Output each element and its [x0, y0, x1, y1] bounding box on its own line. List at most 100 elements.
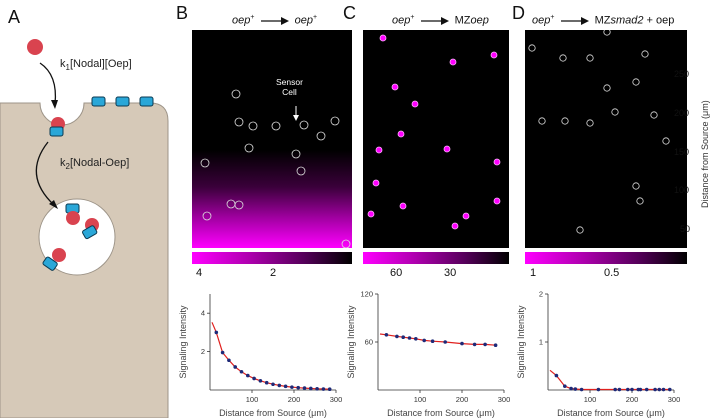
data-point — [327, 387, 332, 392]
x-tick-label: 200 — [626, 395, 639, 404]
panel-label-b: B — [176, 3, 189, 23]
data-point — [579, 387, 584, 392]
y-axis-label: Signaling Intensity — [346, 305, 356, 379]
panel-c-title: oep+ MZoep — [392, 14, 489, 27]
x-axis-label: Distance from Source (μm) — [387, 408, 495, 418]
data-point — [573, 387, 578, 391]
cell-marker — [411, 100, 419, 108]
nodal-ligand — [52, 248, 66, 262]
panel-d-title: oep+ MZsmad2 + oep — [532, 14, 675, 27]
cell-marker — [603, 84, 611, 92]
data-point — [252, 376, 256, 381]
x-tick-label: 300 — [668, 395, 681, 404]
oep-receptor — [139, 96, 154, 107]
right-axis-tick: 100 — [674, 185, 690, 195]
cell-marker — [248, 121, 258, 131]
data-point — [617, 387, 622, 392]
intensity-chart-c: 100 200 300 60 120 Distance from Source (μm) S… — [346, 290, 510, 418]
cell-marker — [296, 166, 306, 176]
y-axis-label: Signaling Intensity — [516, 305, 526, 379]
data-point — [493, 343, 498, 347]
cell-marker — [490, 51, 498, 59]
data-point — [657, 387, 662, 392]
oep-receptor — [115, 96, 130, 107]
y-tick-label: 120 — [360, 290, 373, 299]
data-point — [302, 386, 307, 390]
cell-marker — [375, 146, 383, 154]
data-point — [283, 384, 288, 389]
data-point — [315, 387, 319, 391]
data-point — [430, 339, 435, 343]
right-axis-label: Distance from Source (μm) — [700, 100, 710, 208]
cell-marker — [234, 200, 244, 210]
cell-marker — [226, 199, 236, 209]
cell-marker — [561, 117, 569, 125]
data-point — [668, 387, 672, 392]
panel-label-a: A — [8, 7, 21, 27]
data-point — [613, 387, 617, 392]
cell-marker — [586, 119, 594, 127]
data-point — [239, 369, 244, 374]
cell-marker — [271, 121, 281, 131]
cell-marker — [316, 131, 326, 141]
data-point — [246, 373, 250, 378]
data-point — [563, 384, 567, 388]
cell-marker — [493, 158, 501, 166]
data-point — [271, 382, 275, 387]
panel-label-c: C — [343, 3, 356, 23]
sensor-cell-label: Sensor Cell — [276, 77, 303, 97]
data-point — [309, 386, 313, 391]
cell-marker — [399, 202, 407, 210]
data-point — [661, 387, 666, 392]
data-point — [264, 380, 269, 385]
right-axis-tick: 150 — [674, 147, 690, 157]
k2-rate-label: k2[Nodal-Oep] — [60, 157, 130, 172]
colorbar-d-tick: 1 — [530, 267, 537, 279]
x-axis-label: Distance from Source (μm) — [219, 408, 327, 418]
data-point — [414, 337, 418, 341]
data-point — [638, 387, 643, 392]
cell-marker — [559, 54, 567, 62]
nodal-ligand — [27, 39, 43, 55]
data-point — [483, 342, 487, 347]
colorbar-d — [525, 252, 687, 264]
data-point — [227, 358, 231, 363]
colorbar-d-tick: 0.5 — [604, 267, 620, 279]
cell-marker — [397, 130, 405, 138]
data-point — [220, 350, 225, 355]
cell-marker — [632, 182, 640, 190]
data-point — [214, 330, 219, 335]
nodal-oep-schematic — [0, 39, 169, 418]
data-point — [401, 335, 405, 339]
colorbar-c-tick: 30 — [444, 267, 457, 279]
cell-marker — [641, 50, 649, 58]
intensity-chart-d: 100 200 300 1 2 Distance from Source (μm) Sign… — [516, 290, 681, 418]
intensity-chart-b: 100 200 300 2 4 Distance from Source (μm) Sign… — [178, 294, 342, 418]
cell-marker — [538, 117, 546, 125]
nodal-ligand — [66, 211, 80, 225]
oep-receptor — [49, 126, 64, 137]
cell-marker — [372, 179, 380, 187]
x-tick-label: 100 — [246, 395, 259, 404]
data-point — [321, 387, 326, 391]
data-point — [569, 386, 573, 391]
x-tick-label: 100 — [414, 395, 427, 404]
data-point — [653, 387, 657, 392]
data-point — [630, 387, 634, 392]
cell-marker — [632, 78, 640, 86]
colorbar-b-tick: 2 — [270, 267, 277, 279]
data-point — [407, 336, 412, 340]
colorbar-c — [363, 252, 509, 264]
fit-curve — [211, 322, 330, 390]
data-point — [233, 365, 237, 369]
binding-arrow — [39, 62, 57, 105]
right-distance-axis: 250 200 150 100 50 Distance from Source … — [674, 30, 710, 248]
oep-receptor — [91, 96, 106, 107]
cell-marker — [650, 111, 658, 119]
cell-marker — [200, 158, 210, 168]
cell-marker — [244, 143, 254, 153]
panel-c-image — [363, 30, 509, 248]
cell-marker — [493, 197, 501, 205]
cell-marker — [330, 116, 340, 126]
y-tick-label: 60 — [365, 338, 373, 347]
